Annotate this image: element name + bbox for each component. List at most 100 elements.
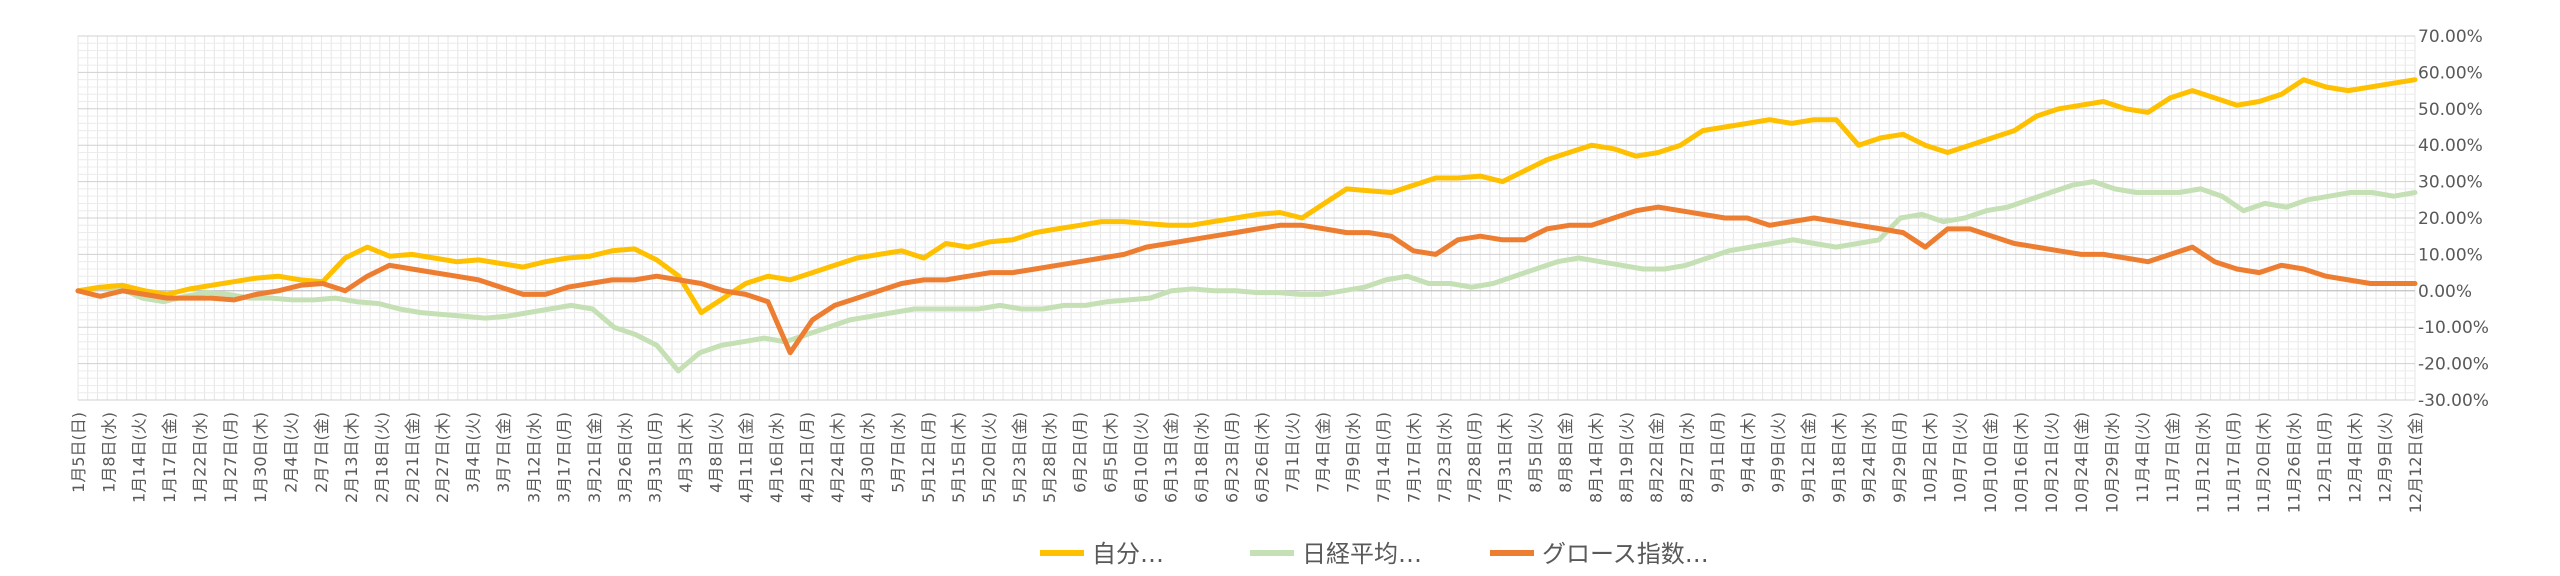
x-tick-label: 4月30日(水) <box>858 412 877 503</box>
x-tick-label: 1月27日(月) <box>221 412 240 503</box>
x-tick-label: 7月23日(水) <box>1435 412 1454 503</box>
x-tick-label: 5月28日(水) <box>1040 412 1059 503</box>
x-tick-label: 6月5日(木) <box>1101 412 1120 493</box>
x-tick-label: 11月7日(金) <box>2163 412 2182 503</box>
legend: 自分… 日経平均… グロース指数… <box>1040 540 1709 568</box>
x-tick-label: 1月5日(日) <box>69 412 88 493</box>
x-tick-label: 1月14日(火) <box>130 412 149 503</box>
x-tick-label: 7月1日(火) <box>1283 412 1302 493</box>
x-tick-label: 4月3日(木) <box>676 412 695 493</box>
x-tick-label: 11月26日(水) <box>2285 412 2304 513</box>
x-tick-label: 9月29日(月) <box>1890 412 1909 503</box>
x-tick-label: 11月12日(水) <box>2194 412 2213 513</box>
x-tick-label: 11月20日(木) <box>2254 412 2273 513</box>
x-tick-label: 12月1日(月) <box>2315 412 2334 503</box>
x-tick-label: 7月14日(月) <box>1374 412 1393 503</box>
x-tick-label: 5月15日(木) <box>949 412 968 503</box>
x-tick-label: 2月18日(火) <box>373 412 392 503</box>
x-tick-label: 6月2日(月) <box>1071 412 1090 493</box>
y-tick-label: 20.00% <box>2418 209 2483 229</box>
legend-label: 日経平均… <box>1302 540 1422 568</box>
x-tick-label: 3月26日(水) <box>615 412 634 503</box>
x-tick-label: 1月8日(水) <box>99 412 118 493</box>
x-tick-label: 3月31日(月) <box>646 412 665 503</box>
y-tick-label: 0.00% <box>2418 282 2472 302</box>
x-tick-label: 10月29日(水) <box>2102 412 2121 513</box>
y-axis-ticks: 70.00% 60.00% 50.00% 40.00% 30.00% 20.00% 10.0… <box>2418 27 2489 411</box>
x-tick-label: 2月13日(木) <box>342 412 361 503</box>
x-tick-label: 7月31日(木) <box>1495 412 1514 503</box>
x-tick-label: 9月9日(火) <box>1769 412 1788 493</box>
x-tick-label: 10月7日(火) <box>1951 412 1970 503</box>
y-tick-label: -30.00% <box>2418 391 2489 411</box>
y-tick-label: 60.00% <box>2418 63 2483 83</box>
x-tick-label: 5月7日(水) <box>888 412 907 493</box>
x-tick-label: 4月8日(火) <box>706 412 725 493</box>
y-tick-label: -20.00% <box>2418 355 2489 375</box>
x-tick-label: 6月23日(月) <box>1222 412 1241 503</box>
x-tick-label: 4月16日(水) <box>767 412 786 503</box>
x-tick-label: 9月12日(金) <box>1799 412 1818 503</box>
x-tick-label: 10月10日(金) <box>1981 412 2000 513</box>
x-tick-label: 3月21日(金) <box>585 412 604 503</box>
x-tick-label: 8月8日(金) <box>1556 412 1575 493</box>
x-tick-label: 1月30日(木) <box>251 412 270 503</box>
x-tick-label: 8月22日(金) <box>1647 412 1666 503</box>
x-tick-label: 5月20日(火) <box>980 412 999 503</box>
x-tick-label: 8月27日(水) <box>1678 412 1697 503</box>
x-tick-label: 3月4日(火) <box>464 412 483 493</box>
x-tick-label: 10月24日(金) <box>2072 412 2091 513</box>
x-tick-label: 4月24日(木) <box>828 412 847 503</box>
x-tick-label: 10月2日(木) <box>1920 412 1939 503</box>
y-tick-label: 70.00% <box>2418 27 2483 47</box>
x-tick-label: 12月9日(火) <box>2376 412 2395 503</box>
x-tick-label: 8月5日(火) <box>1526 412 1545 493</box>
x-tick-label: 4月21日(月) <box>797 412 816 503</box>
series-line <box>75 204 2418 356</box>
x-tick-label: 2月7日(金) <box>312 412 331 493</box>
legend-label: 自分… <box>1092 540 1164 568</box>
x-tick-label: 7月9日(水) <box>1344 412 1363 493</box>
x-tick-label: 8月14日(木) <box>1587 412 1606 503</box>
x-tick-label: 7月28日(月) <box>1465 412 1484 503</box>
x-axis-ticks: 1月5日(日) 1月8日(水) 1月14日(火) 1月17日(金) 1月22日(水) 1月… <box>69 412 2425 513</box>
y-tick-label: 30.00% <box>2418 173 2483 193</box>
x-tick-label: 6月18日(水) <box>1192 412 1211 503</box>
x-tick-label: 3月17日(月) <box>555 412 574 503</box>
x-tick-label: 4月11日(金) <box>737 412 756 503</box>
series-line <box>75 179 2418 374</box>
x-tick-label: 9月18日(木) <box>1829 412 1848 503</box>
x-tick-label: 9月4日(木) <box>1738 412 1757 493</box>
y-tick-label: -10.00% <box>2418 318 2489 338</box>
x-tick-label: 10月16日(木) <box>2011 412 2030 513</box>
x-tick-label: 2月27日(木) <box>433 412 452 503</box>
x-tick-label: 3月12日(水) <box>524 412 543 503</box>
x-tick-label: 6月26日(木) <box>1253 412 1272 503</box>
x-tick-label: 12月12日(金) <box>2406 412 2425 513</box>
y-tick-label: 40.00% <box>2418 136 2483 156</box>
x-tick-label: 5月12日(月) <box>919 412 938 503</box>
y-tick-label: 50.00% <box>2418 100 2483 120</box>
x-tick-label: 2月4日(火) <box>281 412 300 493</box>
x-tick-label: 6月10日(火) <box>1131 412 1150 503</box>
series-layer <box>75 77 2418 374</box>
x-tick-label: 1月22日(水) <box>190 412 209 503</box>
x-tick-label: 5月23日(金) <box>1010 412 1029 503</box>
legend-label: グロース指数… <box>1542 540 1709 568</box>
x-tick-label: 11月17日(月) <box>2224 412 2243 513</box>
y-tick-label: 10.00% <box>2418 245 2483 265</box>
x-tick-label: 3月7日(金) <box>494 412 513 493</box>
x-tick-label: 11月4日(火) <box>2133 412 2152 503</box>
x-tick-label: 8月19日(火) <box>1617 412 1636 503</box>
x-tick-label: 10月21日(火) <box>2042 412 2061 513</box>
x-tick-label: 2月21日(金) <box>403 412 422 503</box>
x-tick-label: 12月4日(木) <box>2345 412 2364 503</box>
x-tick-label: 7月4日(金) <box>1313 412 1332 493</box>
x-tick-label: 9月24日(水) <box>1860 412 1879 503</box>
series-line <box>75 77 2418 316</box>
x-tick-label: 7月17日(木) <box>1404 412 1423 503</box>
x-tick-label: 9月1日(月) <box>1708 412 1727 493</box>
x-tick-label: 6月13日(金) <box>1162 412 1181 503</box>
x-tick-label: 1月17日(金) <box>160 412 179 503</box>
